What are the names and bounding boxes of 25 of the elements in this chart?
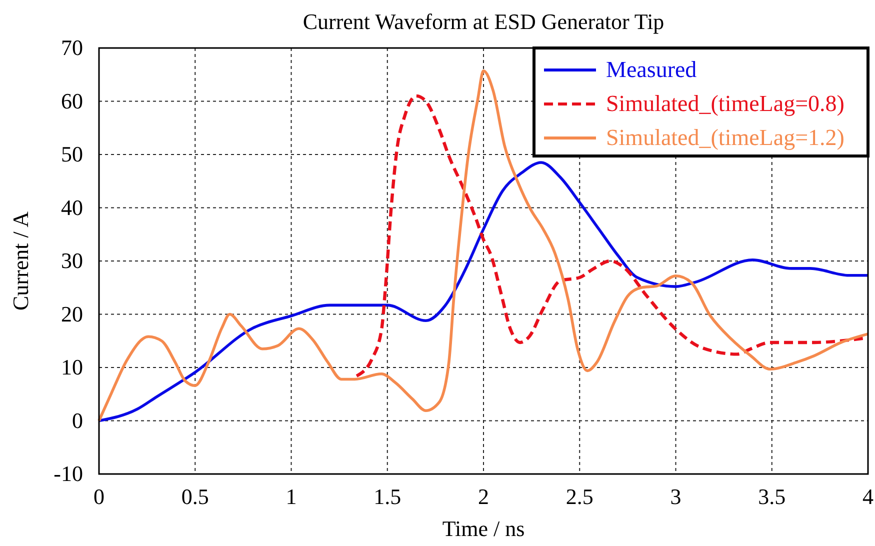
x-tick-label: 4 (862, 484, 874, 509)
y-tick-label: 60 (61, 88, 83, 114)
y-tick-label: 30 (61, 248, 83, 273)
legend-label: Measured (606, 57, 698, 82)
x-tick-label: 0 (94, 484, 104, 509)
line-series (98, 161, 870, 422)
x-tick-label: 2 (478, 484, 489, 509)
y-tick-label: 50 (61, 142, 83, 166)
legend-label: Simulated_(timeLag=0.8) (606, 91, 844, 116)
y-tick-label: 0 (72, 408, 83, 433)
y-tick-label: 20 (61, 301, 83, 326)
y-tick-label: 40 (61, 194, 83, 220)
x-tick-label: 3.5 (758, 484, 786, 509)
y-tick-label: 70 (61, 35, 83, 60)
chart-title: Current Waveform at ESD Generator Tip (302, 9, 664, 34)
x-tick-label: 3 (670, 484, 682, 509)
x-axis-title: Time / ns (442, 516, 525, 541)
x-tick-label: 1.5 (374, 484, 402, 509)
x-tick-label: 1 (286, 484, 297, 509)
y-tick-label: -10 (54, 461, 83, 486)
y-axis-title: Current / A (8, 211, 33, 310)
y-tick-label: 10 (61, 354, 83, 380)
legend-label: Simulated_(timeLag=1.2) (606, 125, 844, 150)
x-tick-label: 2.5 (566, 484, 594, 509)
x-tick-label: 0.5 (181, 484, 209, 509)
